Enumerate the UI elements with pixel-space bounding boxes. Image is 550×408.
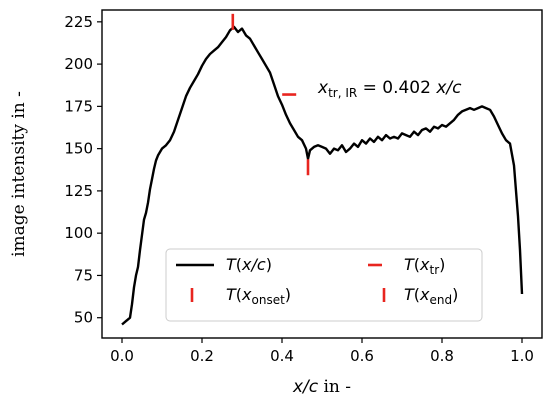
annotation-x-tr-ir: xtr, IR = 0.402 x/c <box>317 78 462 100</box>
x-tick-label: 0.0 <box>110 347 134 365</box>
x-tick-label: 1.0 <box>510 347 534 365</box>
series-line-T <box>121 25 524 326</box>
annotation-layer: xtr, IR = 0.402 x/c <box>317 78 462 100</box>
y-tick-label: 175 <box>64 97 93 115</box>
x-tick-label: 0.8 <box>430 347 454 365</box>
legend: T(x/c) T(xtr) T(xonset) T(xend) <box>165 248 483 322</box>
x-tick-label: 0.2 <box>190 347 214 365</box>
axis-labels: x/c in - image intensity in - <box>9 91 351 397</box>
y-tick-label: 200 <box>64 55 93 73</box>
y-tick-label: 75 <box>74 266 93 284</box>
legend-label-Tonset: T(xonset) <box>226 285 291 307</box>
legend-label-Ttr: T(xtr) <box>404 255 445 277</box>
y-tick-label: 225 <box>64 13 93 31</box>
legend-label-Tend: T(xend) <box>404 285 458 307</box>
legend-box <box>165 248 483 322</box>
y-axis-label: image intensity in - <box>9 91 29 257</box>
y-tick-label: 150 <box>64 140 93 158</box>
legend-label-T: T(x/c) <box>226 255 272 274</box>
y-axis-ticks: 50 75 100 125 150 175 200 225 <box>64 13 102 327</box>
y-tick-label: 125 <box>64 182 93 200</box>
x-tick-label: 0.4 <box>270 347 294 365</box>
x-axis-label: x/c in - <box>292 377 351 397</box>
series-layer <box>121 13 524 326</box>
y-tick-label: 50 <box>74 309 93 327</box>
x-tick-label: 0.6 <box>350 347 374 365</box>
y-tick-label: 100 <box>64 224 93 242</box>
x-axis-ticks: 0.0 0.2 0.4 0.6 0.8 1.0 <box>110 338 534 365</box>
plot-frame <box>101 9 543 339</box>
